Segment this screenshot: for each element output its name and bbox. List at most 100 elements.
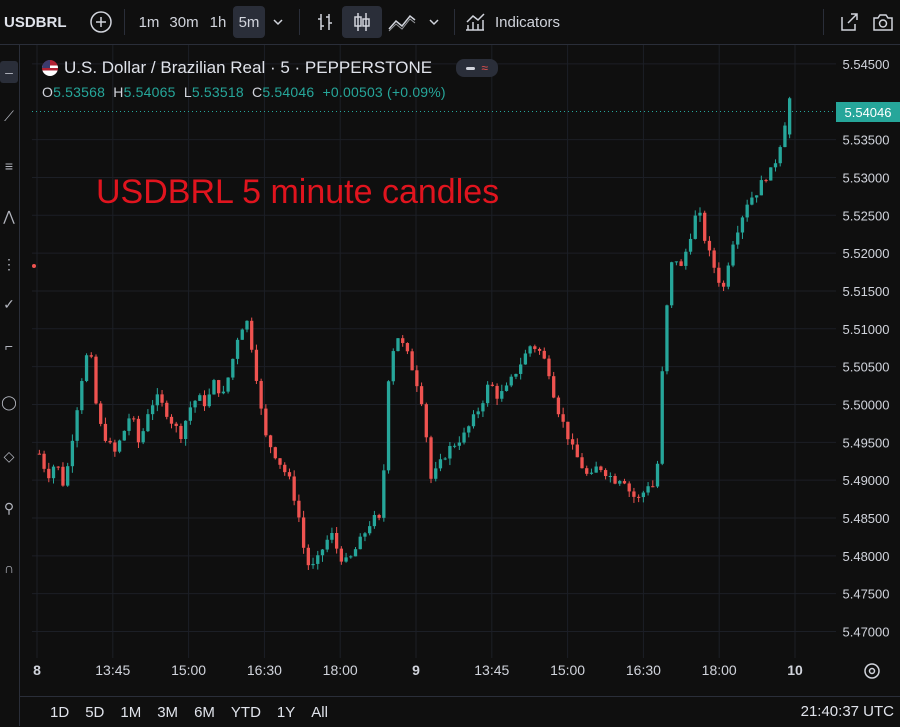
- area-chart-type-button[interactable]: [382, 6, 422, 38]
- candle-body: [325, 539, 329, 550]
- candle-body: [188, 407, 193, 421]
- snapshot-button[interactable]: [866, 6, 900, 38]
- forecast-tool-icon[interactable]: ⋮: [2, 255, 16, 272]
- candle-body: [349, 556, 353, 558]
- candle-body: [316, 555, 320, 564]
- candle-body: [594, 466, 598, 473]
- candle-body: [363, 533, 367, 537]
- price-tick-label: 5.53500: [843, 133, 890, 148]
- legend-toggle-pill[interactable]: ≈: [456, 59, 499, 77]
- emoji-tool-icon[interactable]: ◯: [1, 393, 17, 410]
- candle-body: [651, 486, 655, 488]
- open-label: O: [42, 84, 54, 100]
- candle-body: [47, 468, 51, 479]
- interval-1m-button[interactable]: 1m: [138, 13, 160, 31]
- candle-body: [287, 472, 292, 477]
- candle-body: [193, 400, 197, 408]
- candle-body: [787, 98, 792, 135]
- trendline-tool-icon[interactable]: ⟋: [4, 107, 14, 124]
- range-1d-button[interactable]: 1D: [50, 703, 70, 721]
- time-tick-label: 9: [412, 662, 420, 678]
- share-button[interactable]: [832, 6, 866, 38]
- interval-dropdown-button[interactable]: [265, 6, 291, 38]
- pattern-tool-icon[interactable]: ⋀: [3, 207, 15, 224]
- brush-tool-icon[interactable]: ✓: [3, 295, 15, 312]
- candle-body: [448, 445, 452, 459]
- candle-body: [754, 195, 759, 198]
- chart-settings-icon: [864, 663, 880, 679]
- price-tick-label: 5.48000: [843, 549, 890, 564]
- candle-body: [636, 496, 641, 498]
- range-1y-button[interactable]: 1Y: [276, 703, 296, 721]
- candle-body: [528, 346, 532, 354]
- candle-body: [764, 180, 768, 182]
- crosshair-tool-icon[interactable]: –: [0, 61, 18, 83]
- indicators-label: Indicators: [495, 13, 561, 31]
- chart-type-dropdown-button[interactable]: [422, 6, 446, 38]
- candle-body: [462, 432, 466, 443]
- candle-body: [703, 212, 707, 241]
- candle-body: [627, 483, 631, 492]
- last-price-label: 5.54046: [845, 105, 892, 120]
- measure-tool-icon[interactable]: ◇: [3, 447, 15, 464]
- candle-body: [561, 414, 565, 422]
- time-tick-label: 15:00: [550, 662, 585, 678]
- candle-body: [500, 391, 504, 399]
- candle-body: [61, 466, 65, 486]
- candle-body: [334, 532, 339, 549]
- candle-body: [80, 381, 84, 411]
- range-6m-button[interactable]: 6M: [194, 703, 215, 721]
- range-ytd-button[interactable]: YTD: [230, 703, 261, 721]
- candle-body: [646, 486, 650, 493]
- price-chart[interactable]: 5.54500 5.53500 5.53000 5.52500 5.52000 5.515…: [0, 0, 900, 696]
- range-1m-button[interactable]: 1M: [120, 703, 142, 721]
- interval-1h-button[interactable]: 1h: [209, 13, 227, 31]
- candle-body: [150, 405, 155, 415]
- interval-5m-button[interactable]: 5m: [233, 6, 265, 38]
- price-tick-label: 5.50000: [843, 397, 890, 412]
- candle-series: [37, 96, 792, 570]
- zoom-tool-icon[interactable]: ⚲: [3, 499, 15, 516]
- add-symbol-button[interactable]: [86, 6, 116, 38]
- candle-body: [613, 476, 617, 484]
- candle-body: [70, 440, 75, 467]
- candle-body: [89, 355, 93, 357]
- price-tick-label: 5.51500: [843, 284, 890, 299]
- candle-body: [160, 394, 164, 403]
- previous-candle-dot: [32, 264, 36, 268]
- time-tick-label: 10: [787, 662, 803, 678]
- camera-icon: [873, 14, 893, 31]
- range-all-button[interactable]: All: [311, 703, 328, 721]
- bar-chart-type-button[interactable]: [308, 6, 342, 38]
- candle-body: [514, 373, 518, 377]
- interval-30m-button[interactable]: 30m: [169, 13, 199, 31]
- candle-body: [438, 459, 443, 469]
- fib-tool-icon[interactable]: ≡: [4, 158, 14, 174]
- candle-body: [721, 282, 726, 287]
- candle-body: [207, 394, 211, 407]
- candle-body: [712, 250, 716, 268]
- time-tick-label: 8: [33, 662, 41, 678]
- candle-body: [386, 381, 391, 471]
- area-chart-icon: [388, 14, 416, 32]
- range-5d-button[interactable]: 5D: [85, 703, 105, 721]
- range-3m-button[interactable]: 3M: [157, 703, 179, 721]
- candle-body: [396, 338, 400, 352]
- range-bar: 1D 5D 1M 3M 6M YTD 1Y All 21:40:37 UTC: [20, 696, 900, 727]
- candle-body: [37, 453, 42, 455]
- candles-chart-type-button[interactable]: [342, 6, 382, 38]
- magnet-tool-icon[interactable]: ∩: [3, 560, 15, 576]
- candle-body: [745, 204, 749, 218]
- candle-body: [297, 500, 301, 518]
- symbol-label[interactable]: USDBRL: [4, 13, 67, 31]
- utc-clock[interactable]: 21:40:37 UTC: [800, 703, 894, 720]
- candle-body: [504, 385, 509, 392]
- candle-body: [217, 380, 221, 394]
- time-tick-label: 16:30: [626, 662, 661, 678]
- indicators-button[interactable]: Indicators: [463, 6, 581, 38]
- candle-body: [401, 338, 405, 344]
- text-tool-icon[interactable]: ⌐: [4, 338, 14, 354]
- candle-body: [542, 350, 546, 359]
- candle-body: [292, 476, 296, 501]
- candle-body: [108, 440, 112, 443]
